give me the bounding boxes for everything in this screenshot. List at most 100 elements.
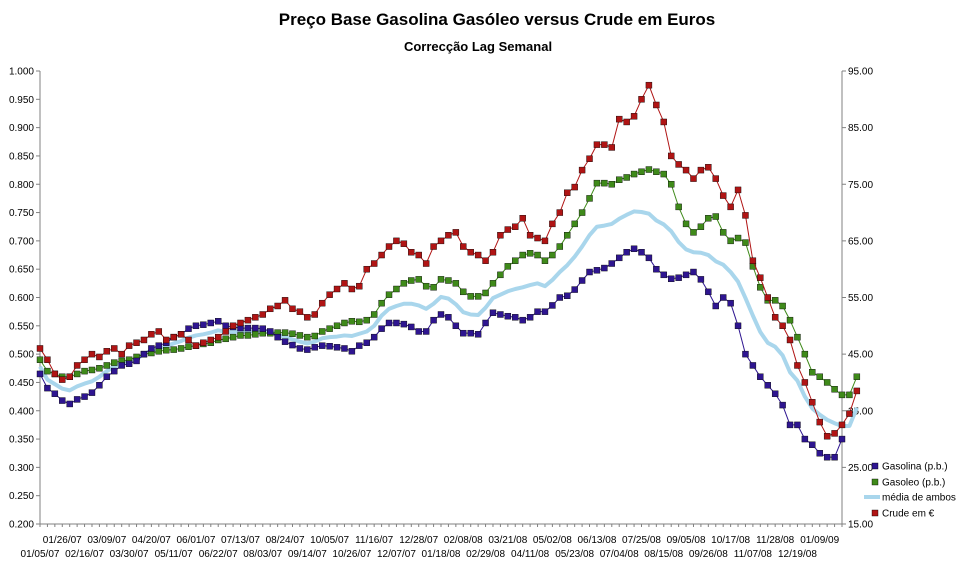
point-gasolina-p-b — [564, 292, 571, 300]
series-layer — [36, 81, 861, 461]
point-crude-em — [207, 336, 214, 344]
point-crude-em — [779, 322, 786, 330]
point-crude-em — [363, 265, 370, 273]
point-gasolina-p-b — [215, 318, 222, 325]
point-gasolina-p-b — [393, 319, 400, 327]
x-tick-label-upper: 07/25/08 — [622, 535, 661, 546]
point-crude-em — [452, 229, 460, 236]
point-gasolina-p-b — [601, 264, 608, 272]
point-crude-em — [111, 345, 118, 352]
point-gasolina-p-b — [638, 248, 645, 256]
point-gasoleo-p-b — [668, 181, 675, 188]
point-crude-em — [809, 399, 816, 406]
point-crude-em — [244, 316, 252, 324]
point-gasolina-p-b — [185, 325, 192, 332]
point-gasoleo-p-b — [719, 229, 727, 236]
point-crude-em — [712, 175, 719, 182]
point-gasoleo-p-b — [326, 325, 333, 332]
point-gasoleo-p-b — [653, 168, 660, 175]
point-gasolina-p-b — [460, 329, 467, 337]
point-gasolina-p-b — [356, 342, 363, 349]
point-gasoleo-p-b — [474, 293, 482, 300]
legend: Gasolina (p.b.) Gasoleo (p.b.) média de am… — [864, 462, 956, 520]
x-tick-label-upper: 08/24/07 — [266, 535, 305, 546]
point-crude-em — [549, 220, 556, 228]
point-gasolina-p-b — [556, 294, 564, 301]
left-tick-label: 0.250 — [9, 491, 34, 502]
legend-swatch — [871, 478, 879, 486]
point-crude-em — [601, 141, 608, 148]
point-gasolina-p-b — [274, 333, 281, 341]
point-gasoleo-p-b — [415, 276, 422, 283]
x-tick-label-upper: 09/05/08 — [667, 535, 706, 546]
point-crude-em — [170, 333, 177, 341]
x-tick-label-lower: 06/22/07 — [199, 549, 238, 560]
point-gasoleo-p-b — [348, 318, 356, 325]
point-gasoleo-p-b — [846, 391, 853, 399]
point-gasolina-p-b — [719, 294, 727, 301]
point-crude-em — [586, 155, 593, 162]
legend-swatch — [871, 462, 879, 470]
point-gasolina-p-b — [348, 348, 356, 355]
x-tick-label-lower: 12/07/07 — [377, 549, 416, 560]
point-gasoleo-p-b — [467, 293, 474, 300]
point-gasoleo-p-b — [185, 343, 192, 350]
point-crude-em — [200, 339, 207, 346]
x-tick-label-upper: 10/05/07 — [310, 535, 349, 546]
point-gasolina-p-b — [289, 341, 296, 349]
point-gasoleo-p-b — [393, 285, 400, 293]
point-gasolina-p-b — [36, 370, 44, 378]
point-crude-em — [341, 280, 348, 287]
point-crude-em — [645, 81, 653, 89]
point-gasoleo-p-b — [289, 330, 296, 337]
point-gasoleo-p-b — [801, 350, 809, 358]
x-tick-label-upper: 01/09/09 — [800, 535, 839, 546]
point-crude-em — [333, 285, 341, 293]
point-crude-em — [356, 282, 363, 290]
point-crude-em — [519, 215, 526, 222]
x-tick-label-lower: 08/03/07 — [243, 549, 282, 560]
point-gasoleo-p-b — [512, 257, 519, 264]
point-crude-em — [267, 305, 274, 313]
point-gasolina-p-b — [823, 453, 831, 461]
point-crude-em — [512, 223, 519, 230]
point-gasoleo-p-b — [727, 237, 734, 245]
point-gasolina-p-b — [311, 344, 318, 351]
point-gasolina-p-b — [504, 312, 512, 320]
point-gasoleo-p-b — [549, 251, 556, 259]
point-crude-em — [801, 379, 809, 386]
series-line-m-dia-de-ambos — [38, 209, 859, 429]
point-gasoleo-p-b — [437, 276, 445, 283]
point-gasoleo-p-b — [823, 379, 831, 386]
point-crude-em — [229, 322, 237, 330]
point-gasolina-p-b — [66, 400, 73, 408]
point-gasolina-p-b — [51, 390, 59, 397]
x-tick-label-upper: 04/20/07 — [132, 535, 171, 546]
point-crude-em — [222, 328, 229, 335]
point-gasolina-p-b — [645, 254, 653, 262]
point-gasolina-p-b — [541, 308, 549, 315]
point-gasoleo-p-b — [370, 311, 378, 318]
point-crude-em — [630, 113, 638, 120]
right-tick-label: 85.00 — [848, 123, 873, 134]
point-crude-em — [675, 161, 682, 168]
left-tick-label: 0.800 — [9, 180, 34, 191]
point-crude-em — [838, 421, 846, 429]
point-crude-em — [653, 101, 660, 109]
point-crude-em — [81, 356, 88, 363]
legend-label: Gasoleo (p.b.) — [882, 478, 945, 489]
x-tick-label-lower: 09/14/07 — [288, 549, 327, 560]
x-tick-label-lower: 05/23/08 — [555, 549, 594, 560]
point-crude-em — [608, 144, 615, 151]
point-gasolina-p-b — [831, 453, 838, 461]
right-tick-label: 25.00 — [848, 463, 873, 474]
point-gasoleo-p-b — [88, 366, 96, 374]
point-gasoleo-p-b — [304, 333, 311, 341]
point-gasoleo-p-b — [422, 282, 430, 290]
point-gasolina-p-b — [549, 302, 556, 309]
point-gasoleo-p-b — [73, 370, 81, 378]
point-crude-em — [259, 311, 266, 318]
point-gasoleo-p-b — [252, 331, 259, 338]
point-gasoleo-p-b — [608, 181, 615, 188]
point-gasolina-p-b — [779, 401, 786, 409]
